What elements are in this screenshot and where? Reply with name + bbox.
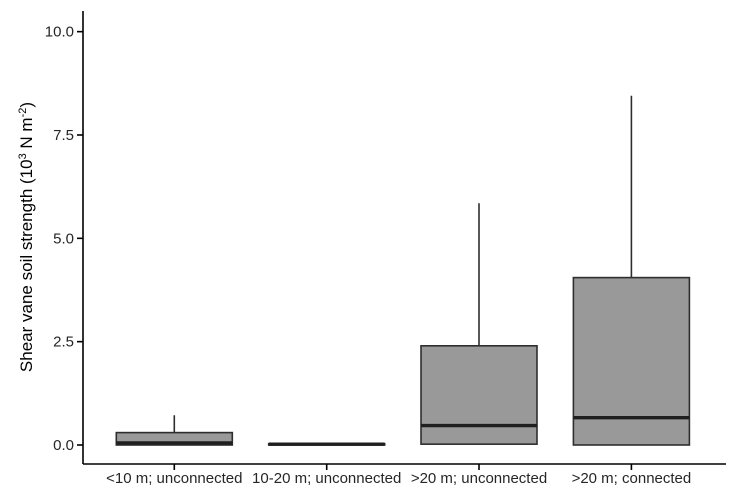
y-tick-label-5.0: 5.0 <box>53 230 74 247</box>
y-tick-label-2.5: 2.5 <box>53 334 74 351</box>
box-3 <box>420 344 538 445</box>
x-tick-label-4: >20 m; connected <box>572 470 692 487</box>
y-tick-label-10.0: 10.0 <box>45 24 74 41</box>
x-tick-label-3: >20 m; unconnected <box>411 470 547 487</box>
x-tick-label-2: 10-20 m; unconnected <box>252 470 401 487</box>
y-tick-label-7.5: 7.5 <box>53 127 74 144</box>
y-tick-label-0.0: 0.0 <box>53 437 74 454</box>
box-4 <box>572 276 691 446</box>
x-tick-label-1: <10 m; unconnected <box>106 470 242 487</box>
